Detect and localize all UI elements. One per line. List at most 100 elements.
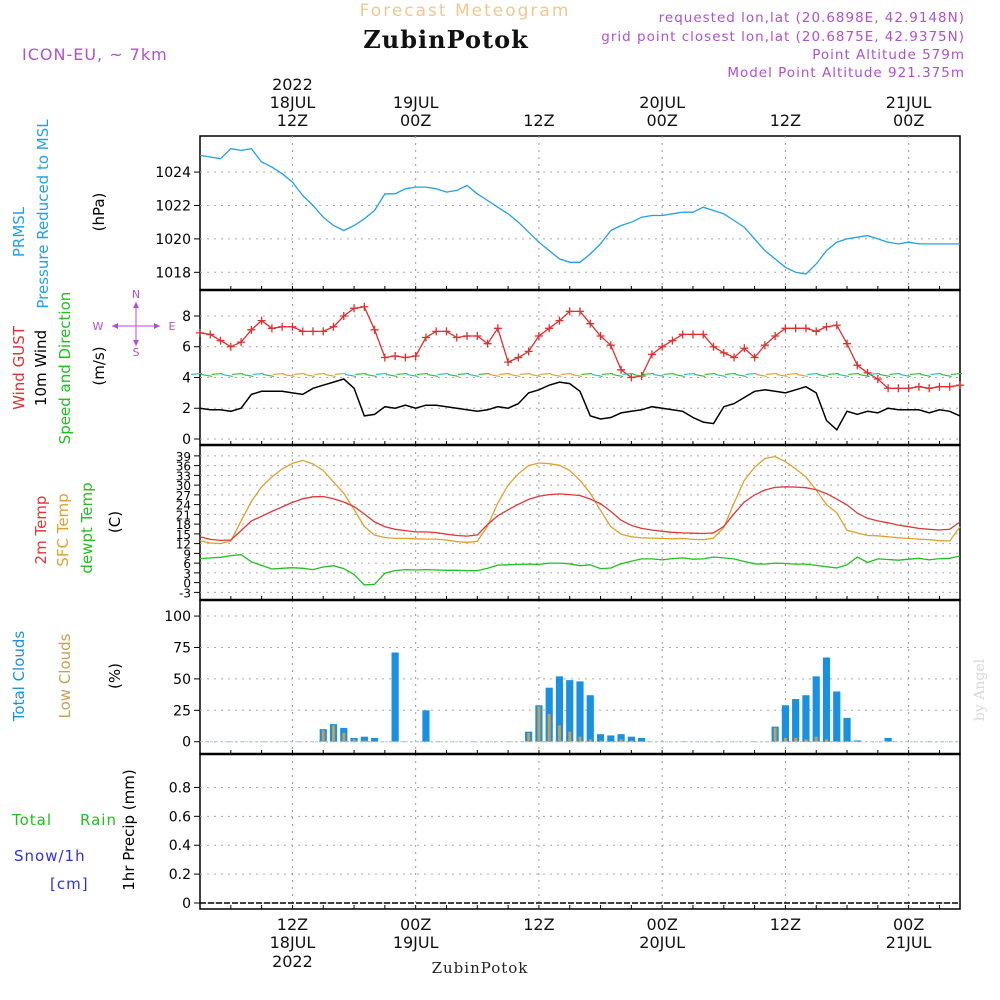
- gust-marker: [504, 358, 513, 367]
- gust-marker: [791, 324, 800, 333]
- panel-2-ytick-label: 39: [176, 450, 191, 464]
- total-cloud-bar: [586, 695, 594, 742]
- gust-marker: [196, 328, 204, 337]
- low-cloud-bar: [773, 727, 777, 742]
- bottom-time-l2: 18JUL: [270, 933, 316, 952]
- panel-4-ytick-label: 0.8: [169, 780, 191, 796]
- requested-coords: requested lon,lat (20.6898E, 42.9148N): [659, 10, 965, 26]
- total-cloud-bar: [391, 652, 399, 742]
- dewpoint-line: [199, 554, 961, 586]
- wind-direction-arrow: [365, 373, 377, 378]
- low-cloud-bar: [629, 740, 633, 742]
- top-time-l2: 18JUL: [270, 93, 316, 112]
- gust-marker: [719, 348, 728, 357]
- wind-direction-arrow: [550, 373, 562, 378]
- gust-marker: [298, 327, 307, 336]
- panel-3-ytick-label: 25: [173, 703, 191, 719]
- wind-direction-arrow: [273, 372, 285, 376]
- gust-marker: [935, 382, 944, 391]
- gust-marker: [216, 336, 225, 345]
- compass-w: W: [93, 320, 104, 333]
- gust-marker: [206, 330, 215, 339]
- gust-marker: [350, 304, 359, 313]
- panel-2-ytick-label: 6: [183, 557, 191, 571]
- panel-0-ytick-label: 1020: [155, 232, 191, 248]
- wind-direction-arrow: [724, 372, 737, 376]
- wind-direction-arrow: [940, 373, 952, 378]
- total-cloud-bar: [617, 734, 625, 742]
- precip-rain-label: Rain: [80, 811, 117, 829]
- gust-marker: [278, 322, 287, 331]
- wind-direction-arrow: [211, 372, 223, 376]
- gust-marker: [925, 384, 934, 393]
- panel-2-ytick-label: -3: [179, 586, 191, 600]
- wind-direction-arrow: [324, 373, 336, 378]
- gust-marker: [914, 382, 923, 391]
- gust-marker: [421, 333, 430, 342]
- wind-direction-arrow: [827, 372, 839, 376]
- low-cloud-bar: [568, 731, 572, 742]
- gust-marker: [514, 353, 523, 362]
- model-altitude: Model Point Altitude 921.375m: [727, 65, 965, 81]
- panel-2-ytick-label: 36: [176, 460, 191, 474]
- gust-marker: [247, 325, 256, 334]
- wind-direction-arrow: [889, 372, 901, 376]
- panel-0-ytick-label: 1022: [155, 198, 191, 214]
- bottom-time-l1: 12Z: [770, 915, 801, 934]
- model-label: ICON-EU, ~ 7km: [22, 45, 168, 64]
- gust-marker: [380, 353, 389, 362]
- panel-2-ytick-label: 15: [176, 528, 191, 542]
- wind-direction-arrow: [519, 372, 531, 376]
- total-cloud-bar: [638, 737, 646, 742]
- panel-1-ytick-label: 4: [182, 370, 191, 386]
- panel-3-ytick-label: 0: [182, 735, 191, 751]
- temp-unit: (C): [106, 511, 124, 533]
- panel-2-ytick-label: 21: [176, 508, 191, 522]
- gust-marker: [750, 353, 759, 362]
- wind-direction-arrow: [190, 372, 203, 376]
- gust-marker: [493, 324, 502, 333]
- total-cloud-bar: [853, 740, 861, 742]
- panel-2-ytick-label: 24: [176, 499, 191, 513]
- wind-direction-arrow: [221, 373, 233, 378]
- low-cloud-bar: [825, 739, 828, 742]
- panel-2-ytick-label: 27: [176, 489, 191, 503]
- gust-marker: [370, 325, 379, 334]
- gust-marker: [853, 361, 862, 370]
- wind-direction-arrow: [406, 373, 418, 378]
- wind-direction-arrow: [786, 372, 798, 376]
- gust-marker: [319, 327, 328, 336]
- gust-marker: [545, 324, 554, 333]
- gust-marker: [524, 347, 533, 356]
- wind-direction-arrow: [663, 372, 675, 376]
- wind-direction-arrow: [232, 372, 244, 376]
- low-cloud-bar: [321, 730, 325, 742]
- top-time-l3: 12Z: [277, 111, 308, 130]
- top-time-l3: 00Z: [400, 111, 431, 130]
- panel-frame-2: [199, 444, 961, 601]
- low-cloud-bar: [814, 736, 818, 742]
- low-cloud-bar: [537, 706, 541, 742]
- wind-direction-arrow: [899, 373, 911, 378]
- sfc-label: SFC Temp: [54, 493, 72, 566]
- total-cloud-bar: [566, 680, 574, 742]
- gust-marker: [596, 331, 605, 340]
- wind-direction-arrow: [468, 373, 480, 378]
- gust-marker: [627, 373, 636, 382]
- low-clouds-label: Low Clouds: [56, 633, 74, 718]
- pressure-label-2: Pressure Reduced to MSL: [34, 119, 52, 309]
- gust-marker: [576, 307, 584, 316]
- wind-direction-arrow: [344, 373, 357, 378]
- precip-snow-label: Snow/1h: [14, 847, 86, 865]
- panel-4-ytick-label: 0.4: [169, 838, 191, 854]
- compass-n: N: [132, 288, 140, 301]
- sfc-temp-line: [199, 455, 961, 545]
- gust-marker: [411, 351, 420, 360]
- panel-4-ytick-label: 0.6: [169, 809, 191, 825]
- wind-direction-arrow: [807, 372, 819, 376]
- bottom-time-l2: 19JUL: [393, 933, 439, 952]
- total-cloud-bar: [607, 735, 615, 742]
- panel-1-ytick-label: 0: [182, 432, 191, 448]
- wind-direction-arrow: [283, 373, 295, 378]
- gust-marker: [647, 350, 656, 359]
